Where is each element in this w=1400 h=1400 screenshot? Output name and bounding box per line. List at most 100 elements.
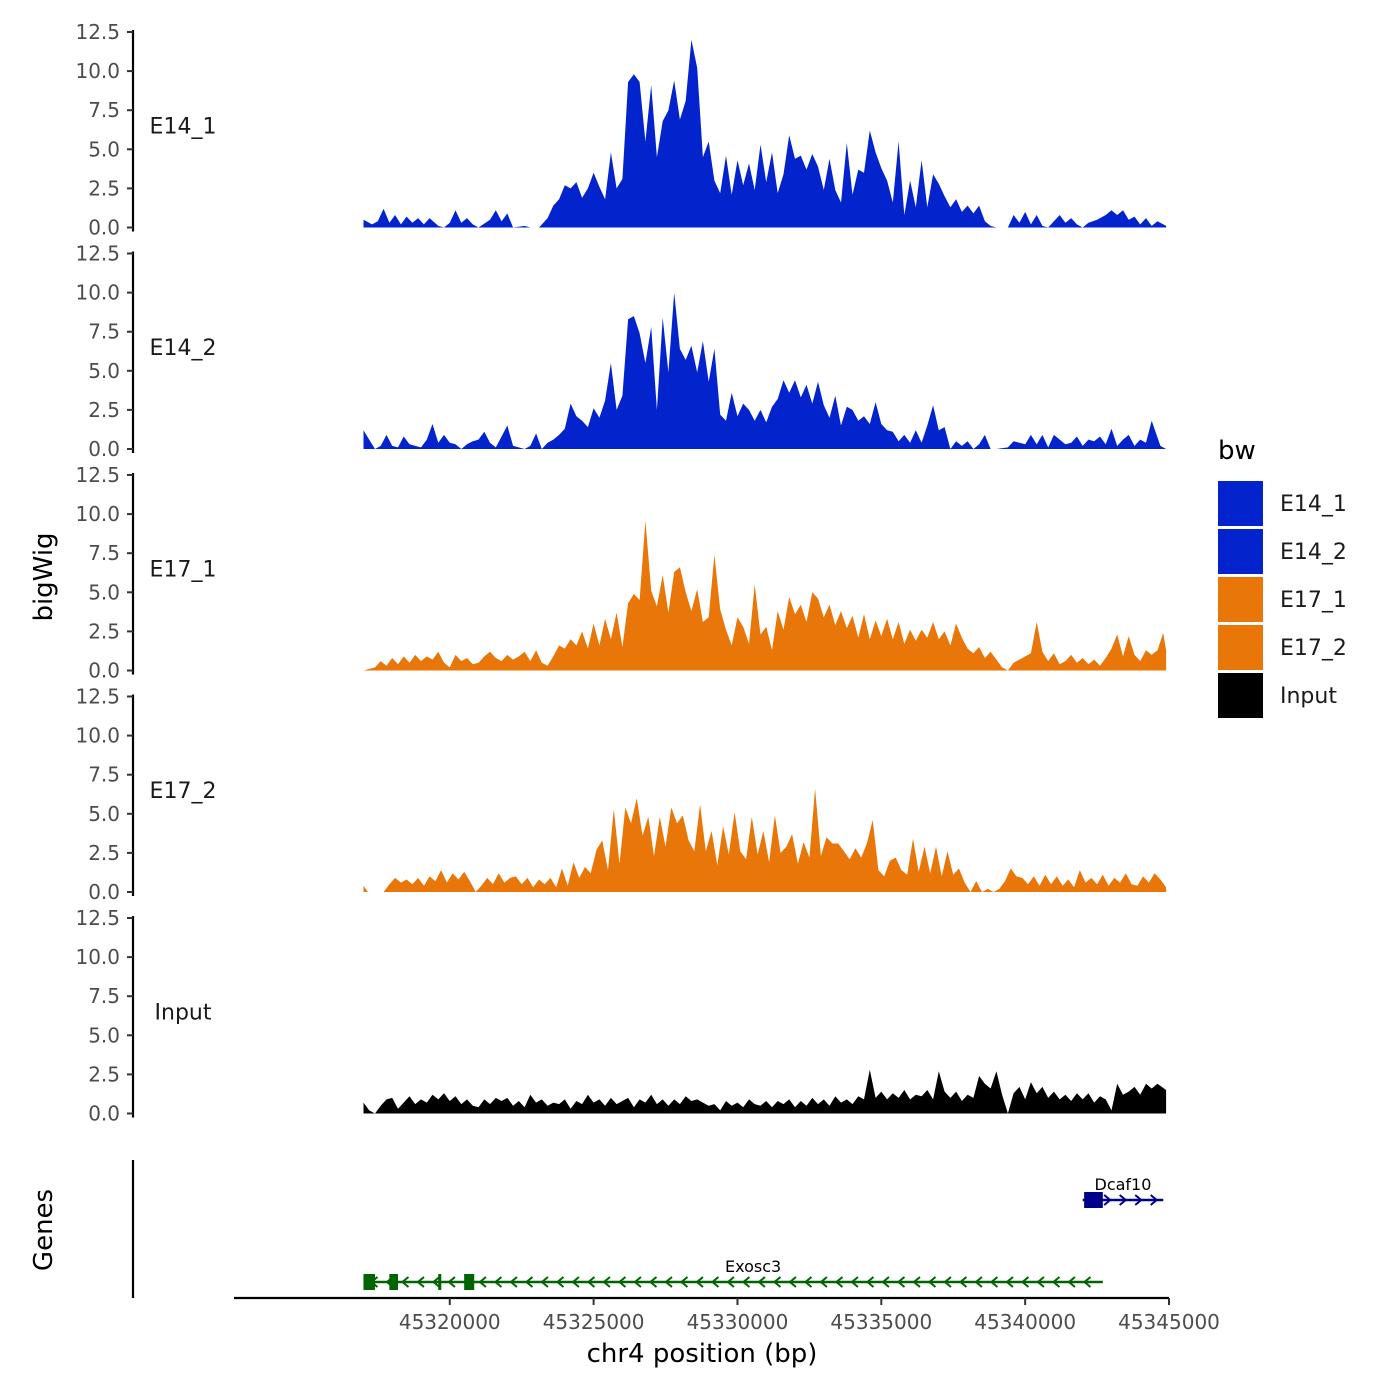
strand-arrow [447,1276,456,1288]
y-tick-label: 0.0 [88,880,120,904]
y-tick-label: 0.0 [88,216,120,240]
legend-item-e14-1: E14_1 [1218,481,1347,526]
genes-track: Dcaf10 Exosc3 [131,1160,1164,1298]
strand-arrow [850,1276,859,1288]
coverage-area [363,788,1167,892]
track-input: 0.0 2.5 5.0 7.5 10.0 12.5 Input [75,906,1167,1126]
x-axis: 45320000 45325000 45330000 45335000 45340000… [234,1296,1220,1334]
y-tick-label: 7.5 [88,541,120,565]
strand-arrow [772,1276,782,1288]
y-tick-label: 7.5 [88,763,120,787]
legend-swatch [1218,481,1263,526]
strand-arrow [493,1276,503,1288]
y-tick-label: 12.5 [75,463,120,487]
legend-label: E14_2 [1280,540,1347,565]
strand-arrow [1082,1276,1092,1288]
strand-arrow [1051,1276,1061,1288]
strand-arrow [586,1276,596,1288]
legend-label: Input [1280,684,1337,709]
strand-arrow [757,1276,766,1288]
legend: bw E14_1 E14_2 E17_1 E17_2 Input [1218,436,1347,718]
x-tick-label: 45325000 [543,1310,645,1334]
y-tick-label: 2.5 [88,1062,120,1086]
legend-title: bw [1218,436,1256,466]
strand-arrow [834,1276,844,1288]
strand-arrow [1150,1194,1159,1206]
strand-arrow [664,1276,673,1288]
track-label: E14_1 [150,115,217,140]
exon [438,1274,442,1290]
y-tick-label: 0.0 [88,659,120,683]
strand-arrow [726,1276,735,1288]
strand-arrow [416,1276,425,1288]
coverage-area [363,1069,1167,1114]
legend-label: E17_2 [1280,636,1347,661]
y-tick-label: 0.0 [88,1102,120,1126]
strand-arrow [803,1276,813,1288]
strand-arrow [1020,1276,1030,1288]
strand-arrow [912,1276,921,1288]
coverage-area [363,520,1167,671]
exon [1084,1192,1103,1208]
strand-arrow [896,1276,906,1288]
strand-arrow [943,1276,952,1288]
legend-swatch [1218,673,1263,718]
exon [464,1274,475,1290]
gene-label: Exosc3 [725,1257,781,1276]
y-tick-label: 12.5 [75,20,120,44]
y-tick-label: 12.5 [75,685,120,709]
legend-item-e14-2: E14_2 [1218,529,1347,574]
track-e17-2: 0.0 2.5 5.0 7.5 10.0 12.5 E17_2 [75,685,1167,904]
gene-dcaf10: Dcaf10 [1082,1175,1164,1208]
strand-arrow [865,1276,875,1288]
strand-arrow [509,1276,518,1288]
strand-arrow [400,1276,410,1288]
legend-item-e17-2: E17_2 [1218,625,1347,670]
strand-arrow [431,1276,441,1288]
strand-arrow [741,1276,751,1288]
track-e14-2: 0.0 2.5 5.0 7.5 10.0 12.5 E14_2 [75,242,1167,461]
exon [363,1274,375,1290]
legend-swatch [1218,577,1263,622]
y-tick-label: 7.5 [88,984,120,1008]
legend-label: E17_1 [1280,588,1347,613]
track-label: Input [155,1001,212,1026]
legend-label: E14_1 [1280,492,1347,517]
y-tick-label: 10.0 [75,281,120,305]
legend-item-input: Input [1218,673,1337,718]
strand-arrow [540,1276,549,1288]
strand-arrow [1036,1276,1045,1288]
legend-swatch [1218,529,1263,574]
x-tick-label: 45320000 [399,1310,501,1334]
track-e14-1: 0.0 2.5 5.0 7.5 10.0 12.5 E14_1 [75,20,1167,240]
y-tick-label: 10.0 [75,724,120,748]
strand-arrow [648,1276,658,1288]
gene-label: Dcaf10 [1095,1175,1152,1194]
strand-arrow [788,1276,797,1288]
coverage-area [363,39,1167,228]
strand-arrow [710,1276,720,1288]
x-tick-label: 45345000 [1118,1310,1220,1334]
legend-item-e17-1: E17_1 [1218,577,1347,622]
y-tick-label: 7.5 [88,98,120,122]
strand-arrow [478,1276,487,1288]
y-tick-label: 2.5 [88,841,120,865]
y-tick-label: 5.0 [88,137,120,161]
strand-arrow [974,1276,983,1288]
strand-arrow [989,1276,999,1288]
exon [389,1274,398,1290]
y-tick-label: 10.0 [75,945,120,969]
strand-arrow [819,1276,828,1288]
strand-arrow [1005,1276,1014,1288]
y-tick-label: 12.5 [75,242,120,266]
y-axis-title: bigWig [29,532,59,621]
y-tick-label: 5.0 [88,359,120,383]
strand-arrow [927,1276,937,1288]
genes-track-title: Genes [29,1189,59,1271]
strand-arrow [617,1276,627,1288]
strand-arrow [602,1276,611,1288]
gene-exosc3: Exosc3 [363,1257,1103,1290]
y-tick-label: 5.0 [88,802,120,826]
x-tick-label: 45330000 [687,1310,789,1334]
